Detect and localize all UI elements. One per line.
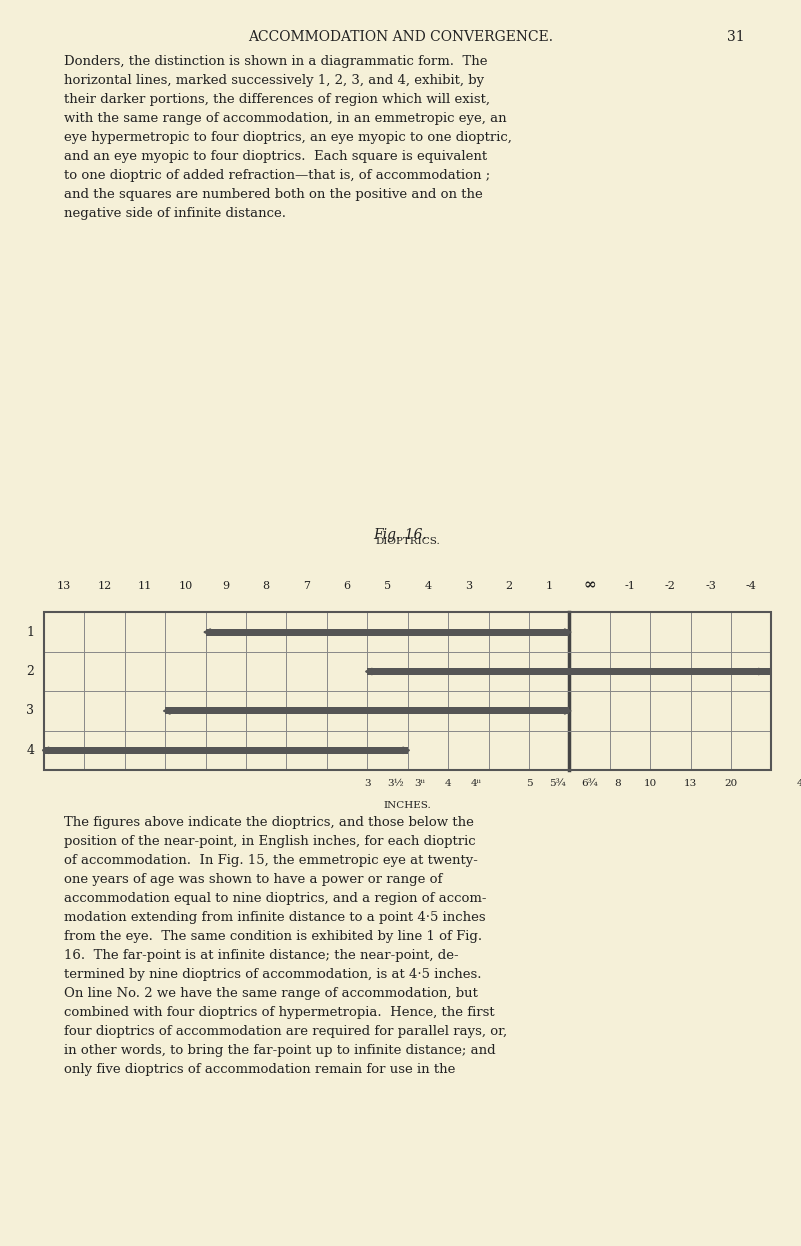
Text: ACCOMMODATION AND CONVERGENCE.: ACCOMMODATION AND CONVERGENCE. — [248, 30, 553, 44]
Text: 6: 6 — [344, 581, 351, 591]
Text: 31: 31 — [727, 30, 745, 44]
Text: INCHES.: INCHES. — [384, 801, 432, 810]
Text: 13: 13 — [57, 581, 71, 591]
Text: 4ⁱⁱ: 4ⁱⁱ — [471, 779, 482, 787]
Text: Fig. 16.: Fig. 16. — [373, 528, 428, 542]
Text: 8: 8 — [614, 779, 621, 787]
Text: 12: 12 — [98, 581, 112, 591]
Text: 5¾: 5¾ — [549, 779, 566, 787]
Text: 3ⁱⁱ: 3ⁱⁱ — [414, 779, 425, 787]
Text: 8: 8 — [263, 581, 270, 591]
Bar — [368, 668, 771, 675]
Bar — [165, 708, 570, 714]
Text: -1: -1 — [625, 581, 635, 591]
Text: 1: 1 — [26, 625, 34, 639]
Text: ∞: ∞ — [583, 578, 596, 593]
Bar — [44, 612, 771, 770]
Text: 20: 20 — [724, 779, 738, 787]
Bar — [206, 628, 570, 635]
Text: 3: 3 — [465, 581, 472, 591]
Text: -2: -2 — [665, 581, 676, 591]
Text: 40: 40 — [797, 779, 801, 787]
Text: 5: 5 — [525, 779, 532, 787]
Text: 3: 3 — [364, 779, 371, 787]
Text: 3½: 3½ — [387, 779, 404, 787]
Text: 13: 13 — [684, 779, 697, 787]
Text: DIOPTRICS.: DIOPTRICS. — [376, 537, 440, 546]
Text: 10: 10 — [179, 581, 192, 591]
Text: -4: -4 — [746, 581, 757, 591]
Text: 6¾: 6¾ — [582, 779, 598, 787]
Text: 3: 3 — [26, 704, 34, 718]
Text: 4: 4 — [26, 744, 34, 756]
Text: Donders, the distinction is shown in a diagrammatic form.  The
horizontal lines,: Donders, the distinction is shown in a d… — [64, 55, 512, 219]
Text: 7: 7 — [304, 581, 310, 591]
Text: 1: 1 — [545, 581, 553, 591]
Text: 4: 4 — [425, 581, 432, 591]
Text: 2: 2 — [26, 665, 34, 678]
Text: 9: 9 — [223, 581, 229, 591]
Text: 2: 2 — [505, 581, 513, 591]
Bar — [44, 746, 408, 754]
Text: 4: 4 — [445, 779, 452, 787]
Text: 5: 5 — [384, 581, 391, 591]
Text: 11: 11 — [138, 581, 152, 591]
Text: 10: 10 — [643, 779, 657, 787]
Text: -3: -3 — [706, 581, 716, 591]
Text: The figures above indicate the dioptrics, and those below the
position of the ne: The figures above indicate the dioptrics… — [64, 816, 507, 1077]
